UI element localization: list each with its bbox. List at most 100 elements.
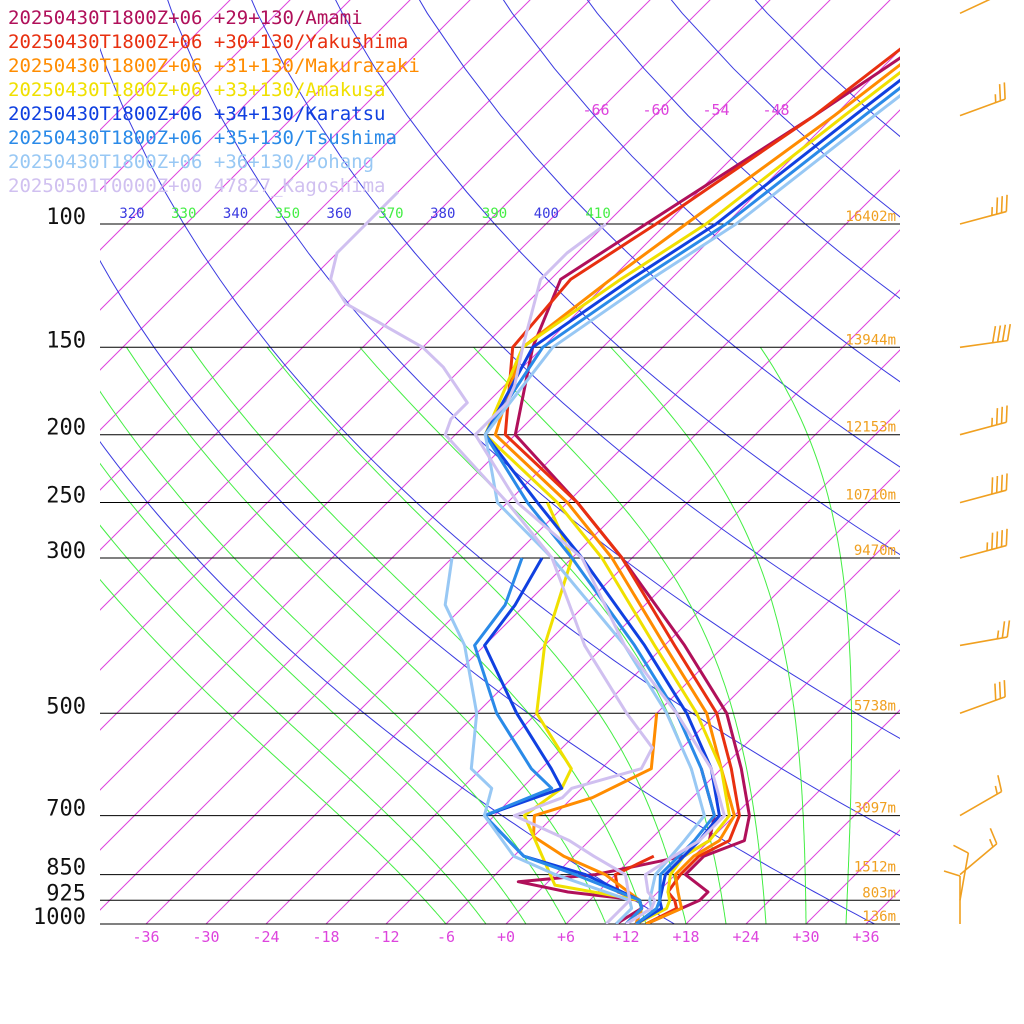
temperature-line xyxy=(483,78,900,924)
pressure-label: 500 xyxy=(46,694,86,719)
isotherm-line xyxy=(805,829,900,924)
x-tick-label: +18 xyxy=(672,928,699,946)
wind-barb xyxy=(959,82,1006,117)
height-label: 13944m xyxy=(845,332,896,348)
temperature-line xyxy=(513,56,900,924)
theta-label: 350 xyxy=(275,206,300,222)
pressure-label: 700 xyxy=(46,797,86,822)
x-tick-label: +30 xyxy=(792,928,819,946)
legend-entry: 20250430T1800Z+06 +33+130/Amakusa xyxy=(8,79,386,101)
height-label: 136m xyxy=(862,909,896,925)
dry-adiabat-line xyxy=(754,0,900,138)
moist-adiabat-line xyxy=(100,524,487,924)
pressure-label: 925 xyxy=(46,881,86,906)
wind-barb xyxy=(959,775,1003,817)
pressure-label: 1000 xyxy=(33,905,86,930)
legend-entry: 20250430T1800Z+06 +35+130/Tsushima xyxy=(8,127,397,149)
height-label: 10710m xyxy=(845,488,896,504)
temperature-line xyxy=(483,70,900,924)
legend-entry: 20250430T1800Z+06 +29+130/Amami xyxy=(8,7,363,29)
isotherm-line xyxy=(926,0,1024,924)
legend-entry: 20250430T1800Z+06 +34+130/Karatsu xyxy=(8,103,386,125)
pressure-label: 850 xyxy=(46,856,86,881)
isotherm-line xyxy=(100,0,471,371)
x-tick-label: -30 xyxy=(192,928,219,946)
legend-entry: 20250430T1800Z+06 +30+130/Yakushima xyxy=(8,31,408,53)
isotherm-line xyxy=(100,0,531,431)
legend-entry: 20250430T1800Z+06 +36+130/Pohang xyxy=(8,151,374,173)
x-tick-label: +6 xyxy=(557,928,575,946)
isotherm-line xyxy=(100,49,900,851)
isotherm-line xyxy=(685,709,900,924)
pressure-label: 150 xyxy=(46,328,86,353)
isotherm-line xyxy=(565,589,900,924)
height-label: 803m xyxy=(862,885,896,901)
theta-label: 330 xyxy=(171,206,196,222)
moist-adiabat-line xyxy=(100,462,527,924)
wind-barb xyxy=(959,528,1008,559)
isotherm-line xyxy=(100,0,351,251)
dry-adiabat-line xyxy=(335,0,900,556)
wind-barb xyxy=(943,870,961,924)
dewpoint-line xyxy=(473,557,644,924)
isotherm-label: -48 xyxy=(762,101,789,119)
isotherm-line xyxy=(100,0,831,731)
isotherm-line xyxy=(445,469,900,924)
theta-label: 370 xyxy=(378,206,403,222)
temperature-line xyxy=(493,62,900,924)
x-tick-label: +12 xyxy=(612,928,639,946)
isotherm-line xyxy=(100,0,231,131)
wind-barb xyxy=(959,680,1006,715)
moist-adiabat-line xyxy=(359,346,727,924)
pressure-label: 300 xyxy=(46,539,86,564)
isotherm-line xyxy=(505,529,900,924)
theta-label: 360 xyxy=(327,206,352,222)
theta-label: 390 xyxy=(482,206,507,222)
moist-adiabat-line xyxy=(190,347,647,924)
isotherm-line xyxy=(986,0,1024,924)
x-tick-label: -12 xyxy=(372,928,399,946)
theta-label: 380 xyxy=(430,206,455,222)
theta-label: 400 xyxy=(534,206,559,222)
isotherm-line xyxy=(145,169,900,924)
theta-label: 340 xyxy=(223,206,248,222)
x-tick-label: +0 xyxy=(497,928,515,946)
isotherm-line xyxy=(100,0,891,791)
theta-label: 320 xyxy=(119,206,144,222)
isotherm-label: -60 xyxy=(642,101,669,119)
pressure-label: 100 xyxy=(46,205,86,230)
isotherm-line xyxy=(100,0,291,191)
dry-adiabat-line xyxy=(100,440,675,924)
isotherm-line xyxy=(100,0,411,311)
moist-adiabat-line xyxy=(610,346,807,924)
dewpoint-line xyxy=(443,557,634,924)
isotherm-line xyxy=(385,409,900,924)
isotherm-line xyxy=(265,289,900,924)
x-tick-label: +36 xyxy=(852,928,879,946)
theta-label: 410 xyxy=(586,206,611,222)
moist-adiabat-line xyxy=(100,390,567,924)
x-tick-label: -24 xyxy=(252,928,279,946)
x-tick-label: -36 xyxy=(132,928,159,946)
isotherm-line xyxy=(205,229,900,924)
moist-adiabat-line xyxy=(759,347,853,924)
height-label: 16402m xyxy=(845,209,896,225)
isotherm-line xyxy=(625,649,900,924)
pressure-label: 250 xyxy=(46,484,86,509)
wind-barb xyxy=(953,844,970,901)
height-label: 12153m xyxy=(845,420,896,436)
wind-barb xyxy=(959,405,1008,436)
temperature-line xyxy=(473,222,726,924)
legend-entry: 20250501T0000Z+00 47827_Kagoshima xyxy=(8,175,386,197)
height-label: 9470m xyxy=(854,543,896,559)
height-label: 3097m xyxy=(854,801,896,817)
x-tick-label: +24 xyxy=(732,928,759,946)
wind-barb xyxy=(959,194,1008,225)
dewpoint-line xyxy=(329,190,654,924)
isotherm-line xyxy=(325,349,900,924)
legend-entry: 20250430T1800Z+06 +31+130/Makurazaki xyxy=(8,55,420,77)
isotherm-line xyxy=(100,0,711,611)
isotherm-label: -54 xyxy=(702,101,729,119)
temperature-line xyxy=(483,86,900,924)
